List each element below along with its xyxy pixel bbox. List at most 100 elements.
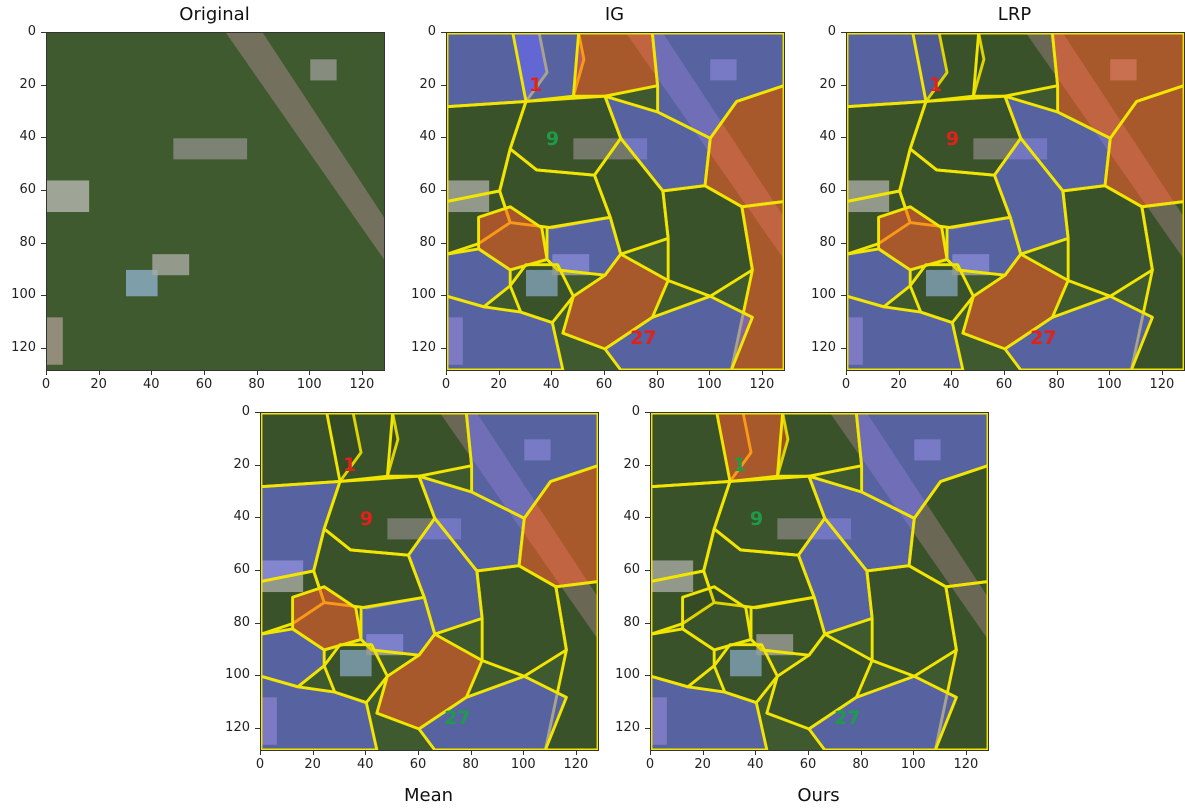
- x-tick-mark: [808, 750, 809, 755]
- y-tick-label: 40: [220, 509, 250, 524]
- panel-title: IG: [446, 4, 783, 25]
- x-tick-label: 40: [740, 757, 770, 772]
- y-tick-mark: [255, 517, 260, 518]
- x-tick-label: 40: [936, 377, 966, 392]
- y-tick-label: 20: [220, 457, 250, 472]
- building-top: [310, 59, 336, 80]
- y-tick-mark: [255, 570, 260, 571]
- x-tick-mark: [1057, 370, 1058, 375]
- y-tick-mark: [441, 137, 446, 138]
- segment-label-1: 1: [733, 454, 746, 476]
- y-tick-label: 40: [610, 509, 640, 524]
- x-tick-mark: [362, 370, 363, 375]
- debris: [173, 138, 247, 159]
- segment-r-topmid: [973, 33, 1057, 96]
- y-tick-label: 100: [6, 287, 36, 302]
- panel-title: Ours: [650, 785, 987, 806]
- x-tick-mark: [1109, 370, 1110, 375]
- x-tick-mark: [523, 750, 524, 755]
- x-tick-mark: [418, 750, 419, 755]
- y-tick-label: 60: [806, 182, 836, 197]
- segment-r-topmid: [573, 33, 657, 96]
- y-tick-label: 60: [220, 562, 250, 577]
- grass-background: [47, 33, 384, 370]
- panel-title: LRP: [846, 4, 1183, 25]
- segment-label-27: 27: [1030, 327, 1056, 349]
- x-tick-label: 0: [635, 757, 665, 772]
- x-tick-label: 0: [31, 377, 61, 392]
- segment-r-topmid: [387, 413, 471, 476]
- x-tick-label: 40: [350, 757, 380, 772]
- x-tick-label: 60: [403, 757, 433, 772]
- x-tick-label: 120: [747, 377, 777, 392]
- y-tick-mark: [645, 570, 650, 571]
- x-tick-mark: [703, 750, 704, 755]
- y-tick-mark: [41, 137, 46, 138]
- x-tick-mark: [762, 370, 763, 375]
- y-tick-label: 40: [806, 129, 836, 144]
- y-tick-mark: [255, 412, 260, 413]
- y-tick-mark: [41, 348, 46, 349]
- x-tick-mark: [309, 370, 310, 375]
- y-tick-label: 60: [610, 562, 640, 577]
- x-tick-mark: [604, 370, 605, 375]
- x-tick-label: 20: [884, 377, 914, 392]
- y-tick-mark: [645, 623, 650, 624]
- y-tick-mark: [41, 190, 46, 191]
- x-tick-label: 40: [136, 377, 166, 392]
- x-tick-label: 100: [898, 757, 928, 772]
- x-tick-label: 60: [189, 377, 219, 392]
- x-tick-label: 0: [431, 377, 461, 392]
- x-tick-label: 80: [642, 377, 672, 392]
- y-tick-label: 0: [6, 24, 36, 39]
- x-tick-mark: [755, 750, 756, 755]
- y-tick-label: 80: [806, 235, 836, 250]
- y-tick-mark: [255, 728, 260, 729]
- x-tick-label: 120: [561, 757, 591, 772]
- x-tick-mark: [966, 750, 967, 755]
- x-tick-mark: [709, 370, 710, 375]
- y-tick-label: 40: [6, 129, 36, 144]
- image-frame: [650, 412, 989, 751]
- x-tick-mark: [204, 370, 205, 375]
- y-tick-label: 20: [806, 77, 836, 92]
- x-tick-label: 100: [1094, 377, 1124, 392]
- y-tick-label: 120: [806, 340, 836, 355]
- y-tick-label: 20: [610, 457, 640, 472]
- x-tick-mark: [257, 370, 258, 375]
- x-tick-mark: [99, 370, 100, 375]
- segment-r-topmid: [777, 413, 861, 476]
- x-tick-mark: [951, 370, 952, 375]
- y-tick-mark: [841, 243, 846, 244]
- y-tick-label: 0: [220, 404, 250, 419]
- x-tick-label: 20: [298, 757, 328, 772]
- y-tick-label: 80: [220, 615, 250, 630]
- ours-image: [651, 413, 988, 750]
- y-tick-label: 120: [406, 340, 436, 355]
- x-tick-mark: [551, 370, 552, 375]
- y-tick-mark: [645, 728, 650, 729]
- y-tick-label: 0: [406, 24, 436, 39]
- y-tick-label: 80: [610, 615, 640, 630]
- y-tick-label: 80: [406, 235, 436, 250]
- image-frame: [446, 32, 785, 371]
- x-tick-mark: [365, 750, 366, 755]
- segment-label-1: 1: [529, 74, 542, 96]
- original-image: [47, 33, 384, 370]
- x-tick-label: 100: [694, 377, 724, 392]
- segment-label-27: 27: [834, 707, 860, 729]
- y-tick-mark: [441, 243, 446, 244]
- building-left: [47, 180, 89, 212]
- x-tick-mark: [46, 370, 47, 375]
- x-tick-mark: [446, 370, 447, 375]
- x-tick-label: 20: [484, 377, 514, 392]
- y-tick-label: 120: [220, 720, 250, 735]
- y-tick-label: 100: [406, 287, 436, 302]
- segment-label-27: 27: [444, 707, 470, 729]
- x-tick-mark: [576, 750, 577, 755]
- x-tick-label: 80: [1042, 377, 1072, 392]
- x-tick-label: 100: [508, 757, 538, 772]
- image-frame: [846, 32, 1185, 371]
- y-tick-mark: [841, 348, 846, 349]
- y-tick-mark: [841, 85, 846, 86]
